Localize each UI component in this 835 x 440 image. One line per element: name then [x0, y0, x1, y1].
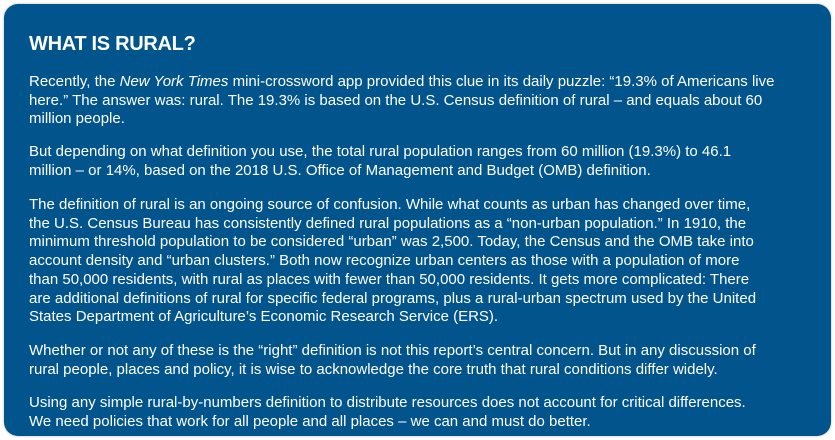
panel-title: WHAT IS RURAL?	[29, 33, 196, 55]
text-line: Whether or not any of these is the “righ…	[29, 342, 756, 359]
text-line: Using any simple rural-by-numbers defini…	[29, 394, 746, 411]
text-line: The definition of rural is an ongoing so…	[29, 196, 751, 213]
text-line: million people.	[29, 110, 125, 128]
text-segment: mini-crossword app provided this clue in…	[228, 73, 775, 90]
text-line: States Department of Agriculture’s Econo…	[29, 308, 499, 326]
paragraph-population-range: But depending on what definition you use…	[29, 143, 731, 180]
paragraph-definitions: The definition of rural is an ongoing so…	[29, 196, 756, 327]
text-line: here.” The answer was: rural. The 19.3% …	[29, 91, 763, 109]
publication-name: New York Times	[119, 73, 229, 90]
text-line: Recently, the New York Times mini-crossw…	[29, 73, 774, 92]
paragraph-call-to-action: Using any simple rural-by-numbers defini…	[29, 394, 746, 431]
text-line: are additional definitions of rural for …	[29, 289, 757, 307]
what-is-rural-panel: WHAT IS RURAL? Recently, the New York Ti…	[4, 4, 831, 436]
text-line: But depending on what definition you use…	[29, 143, 732, 160]
text-line: rural people, places and policy, it is w…	[29, 360, 718, 378]
paragraph-right-definition: Whether or not any of these is the “righ…	[29, 342, 756, 379]
text-line: million – or 14%, based on the 2018 U.S.…	[29, 161, 651, 179]
text-line: We need policies that work for all peopl…	[29, 412, 591, 430]
paragraph-crossword: Recently, the New York Times mini-crossw…	[29, 73, 774, 129]
text-line: than 50,000 residents, with rural as pla…	[29, 270, 750, 288]
text-line: account density and “urban clusters.” Bo…	[29, 252, 740, 270]
text-line: minimum threshold population to be consi…	[29, 233, 754, 251]
text-segment: Recently, the	[29, 73, 120, 90]
text-line: the U.S. Census Bureau has consistently …	[29, 214, 747, 232]
